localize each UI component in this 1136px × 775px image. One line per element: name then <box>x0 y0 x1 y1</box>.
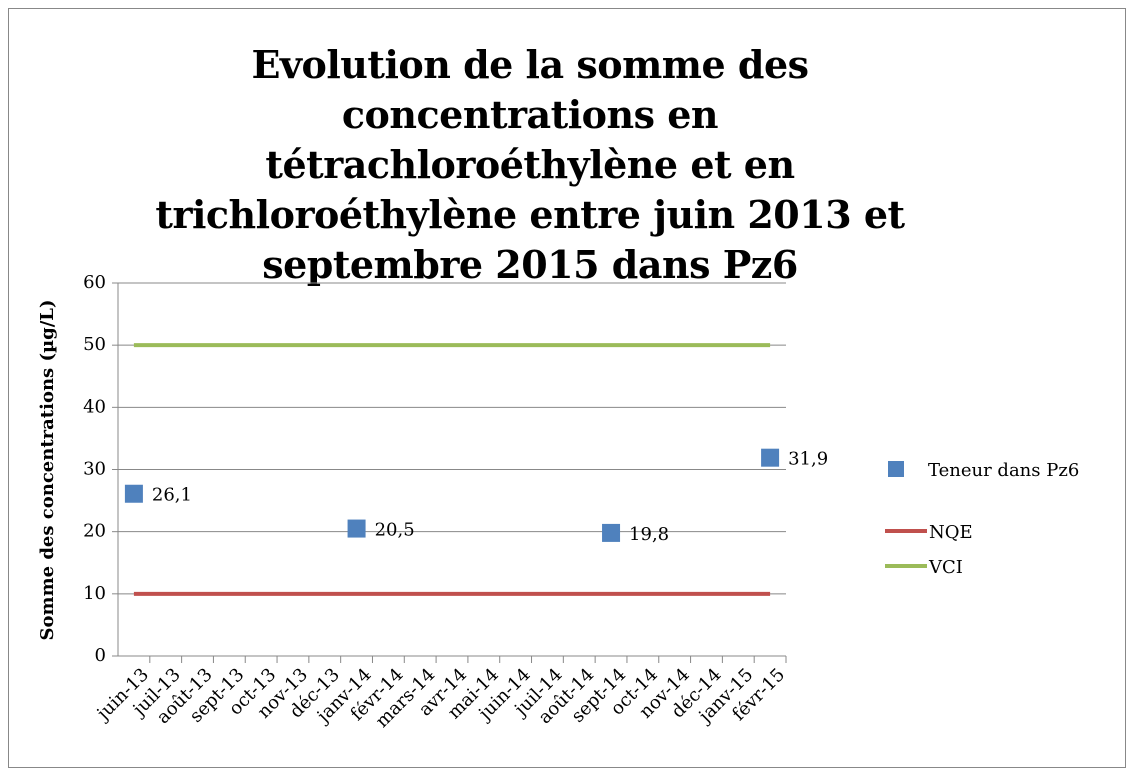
y-axis-label: Somme des concentrations (µg/L) <box>37 300 58 641</box>
y-tick-label: 60 <box>83 272 106 293</box>
data-label: 26,1 <box>152 485 192 506</box>
y-tick-label: 30 <box>83 459 106 480</box>
data-point <box>347 519 366 538</box>
y-tick-label: 0 <box>95 645 106 666</box>
data-point <box>761 448 780 467</box>
legend-swatch <box>888 461 904 477</box>
chart-title: Evolution de la somme des concentrations… <box>155 42 905 287</box>
data-label: 31,9 <box>788 449 828 470</box>
y-tick-label: 40 <box>83 396 106 417</box>
data-label: 19,8 <box>629 524 669 545</box>
legend-label: Teneur dans Pz6 <box>928 460 1079 481</box>
y-tick-label: 20 <box>83 521 106 542</box>
data-point <box>124 484 143 503</box>
chart-frame <box>8 8 1126 768</box>
y-tick-label: 10 <box>83 583 106 604</box>
data-label: 20,5 <box>375 520 415 541</box>
y-tick-label: 50 <box>83 334 106 355</box>
data-point <box>602 523 621 542</box>
legend-label: VCI <box>928 557 963 578</box>
legend-label: NQE <box>929 522 973 543</box>
